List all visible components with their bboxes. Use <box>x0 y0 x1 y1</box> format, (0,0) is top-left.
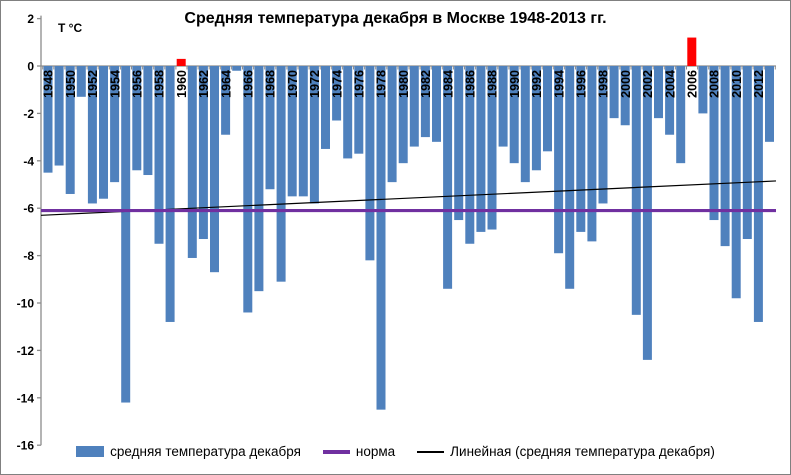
legend-label: норма <box>355 444 396 459</box>
svg-text:1966: 1966 <box>242 70 256 98</box>
legend-item-norm: норма <box>322 444 396 459</box>
svg-text:1984: 1984 <box>441 70 455 98</box>
svg-text:2012: 2012 <box>752 70 766 98</box>
trend-line-swatch-icon <box>417 450 445 453</box>
legend-label: средняя температура декабря <box>110 444 301 459</box>
svg-text:1996: 1996 <box>575 70 589 98</box>
svg-text:1972: 1972 <box>308 70 322 98</box>
svg-text:1958: 1958 <box>153 70 167 98</box>
svg-text:-4: -4 <box>23 154 34 168</box>
svg-text:1948: 1948 <box>42 70 56 98</box>
svg-text:-14: -14 <box>17 391 35 405</box>
legend-item-trend: Линейная (средняя температура декабря) <box>417 444 715 459</box>
svg-text:2010: 2010 <box>730 70 744 98</box>
svg-text:1968: 1968 <box>264 70 278 98</box>
svg-text:1992: 1992 <box>530 70 544 98</box>
svg-text:1964: 1964 <box>219 70 233 98</box>
svg-text:-6: -6 <box>23 202 34 216</box>
svg-text:1962: 1962 <box>197 70 211 98</box>
svg-text:1956: 1956 <box>131 70 145 98</box>
svg-text:2002: 2002 <box>641 70 655 98</box>
svg-text:1974: 1974 <box>330 70 344 98</box>
svg-text:2: 2 <box>27 12 34 26</box>
svg-text:1980: 1980 <box>397 70 411 98</box>
svg-text:1954: 1954 <box>108 70 122 98</box>
svg-text:1988: 1988 <box>486 70 500 98</box>
svg-text:1998: 1998 <box>597 70 611 98</box>
norm-line-swatch-icon <box>322 449 350 454</box>
svg-text:1990: 1990 <box>508 70 522 98</box>
svg-text:1970: 1970 <box>286 70 300 98</box>
svg-text:1950: 1950 <box>64 70 78 98</box>
svg-text:1976: 1976 <box>353 70 367 98</box>
svg-text:-2: -2 <box>23 107 34 121</box>
legend-item-average-temperature: средняя температура декабря <box>76 444 301 459</box>
svg-text:1978: 1978 <box>375 70 389 98</box>
svg-text:1960: 1960 <box>175 70 189 98</box>
svg-text:1994: 1994 <box>552 70 566 98</box>
svg-text:2006: 2006 <box>686 70 700 98</box>
svg-text:1982: 1982 <box>419 70 433 98</box>
svg-text:2004: 2004 <box>663 70 677 98</box>
svg-text:2008: 2008 <box>708 70 722 98</box>
legend-label: Линейная (средняя температура декабря) <box>450 444 715 459</box>
svg-text:1952: 1952 <box>86 70 100 98</box>
svg-text:1986: 1986 <box>464 70 478 98</box>
chart-title: Средняя температура декабря в Москве 194… <box>184 10 607 27</box>
svg-text:2000: 2000 <box>619 70 633 98</box>
bar-swatch-icon <box>76 446 105 457</box>
y-axis-unit-label: Т °С <box>58 21 83 35</box>
svg-text:-10: -10 <box>17 297 35 311</box>
chart-legend: средняя температура декабря норма Линейн… <box>1 444 790 459</box>
svg-text:-16: -16 <box>17 439 35 453</box>
svg-text:0: 0 <box>27 60 34 74</box>
svg-text:-8: -8 <box>23 249 34 263</box>
svg-text:-12: -12 <box>17 344 35 358</box>
